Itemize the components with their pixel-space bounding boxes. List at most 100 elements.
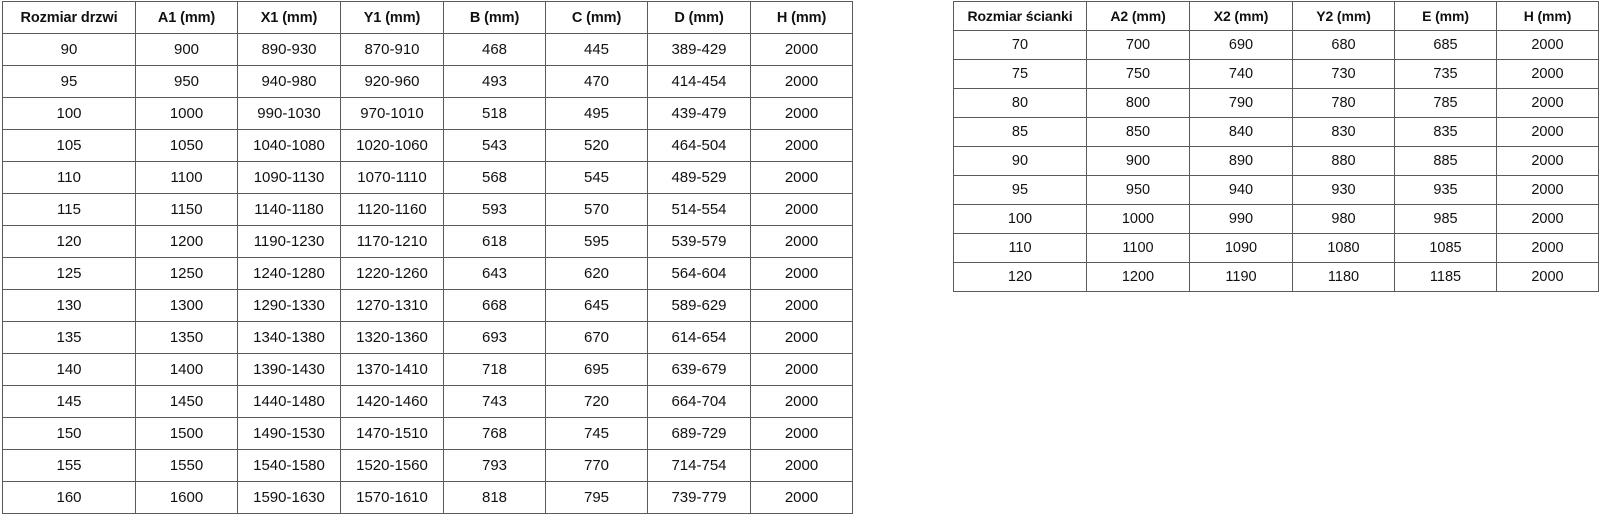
table-cell: 1250	[135, 257, 238, 290]
table-row: 150 1500 1490-1530 1470-1510 768 745 689-729 20…	[2, 417, 853, 450]
column-header-d6: D (mm)	[647, 1, 751, 34]
table-cell: 1150	[135, 193, 238, 226]
table-cell: 514-554	[647, 193, 751, 226]
table-cell: 1470-1510	[340, 417, 444, 450]
table-cell: 1200	[1086, 262, 1190, 292]
table-cell: 2000	[750, 385, 853, 418]
table-row: 120 1200 1190 1180 1185 2000	[953, 262, 1599, 292]
table-cell: 720	[545, 385, 648, 418]
table-cell: 2000	[1496, 117, 1599, 147]
table-row: 110 1100 1090-1130 1070-1110 568 545 489-529 20…	[2, 161, 853, 194]
table-header-row: Rozmiar ścianki A2 (mm) X2 (mm) Y2 (mm) E (m…	[953, 1, 1599, 31]
table-cell: 489-529	[647, 161, 751, 194]
doors-dimensions-table: Rozmiar drzwi A1 (mm) X1 (mm) Y1 (mm) B (mm)…	[2, 1, 853, 514]
table-cell: 539-579	[647, 225, 751, 258]
table-cell: 389-429	[647, 33, 751, 66]
table-cell: 564-604	[647, 257, 751, 290]
row-size-cell: 70	[953, 30, 1087, 60]
table-cell: 795	[545, 481, 648, 514]
row-size-cell: 95	[2, 65, 136, 98]
table-cell: 1370-1410	[340, 353, 444, 386]
table-cell: 990	[1189, 204, 1293, 234]
table-cell: 2000	[1496, 59, 1599, 89]
table-cell: 689-729	[647, 417, 751, 450]
table-cell: 645	[545, 289, 648, 322]
row-size-cell: 100	[2, 97, 136, 130]
table-cell: 940-980	[237, 65, 341, 98]
table-cell: 2000	[750, 193, 853, 226]
table-row: 75 750 740 730 735 2000	[953, 59, 1599, 89]
table-cell: 1390-1430	[237, 353, 341, 386]
table-row: 130 1300 1290-1330 1270-1310 668 645 589-629 20…	[2, 289, 853, 322]
table-cell: 2000	[750, 33, 853, 66]
row-size-cell: 150	[2, 417, 136, 450]
table-cell: 2000	[750, 97, 853, 130]
table-row: 110 1100 1090 1080 1085 2000	[953, 233, 1599, 263]
table-cell: 1240-1280	[237, 257, 341, 290]
table-cell: 664-704	[647, 385, 751, 418]
table-cell: 770	[545, 449, 648, 482]
table-cell: 2000	[750, 65, 853, 98]
table-cell: 890-930	[237, 33, 341, 66]
table-cell: 1200	[135, 225, 238, 258]
column-header-d0: Rozmiar drzwi	[2, 1, 136, 34]
table-cell: 1350	[135, 321, 238, 354]
row-size-cell: 100	[953, 204, 1087, 234]
table-cell: 970-1010	[340, 97, 444, 130]
row-size-cell: 145	[2, 385, 136, 418]
table-cell: 2000	[750, 257, 853, 290]
row-size-cell: 115	[2, 193, 136, 226]
table-cell: 1140-1180	[237, 193, 341, 226]
table-cell: 1040-1080	[237, 129, 341, 162]
table-cell: 1440-1480	[237, 385, 341, 418]
table-cell: 668	[443, 289, 546, 322]
table-cell: 1120-1160	[340, 193, 444, 226]
table-cell: 685	[1394, 30, 1497, 60]
table-cell: 2000	[1496, 233, 1599, 263]
table-cell: 1190	[1189, 262, 1293, 292]
table-row: 145 1450 1440-1480 1420-1460 743 720 664-704 20…	[2, 385, 853, 418]
table-cell: 570	[545, 193, 648, 226]
table-cell: 950	[1086, 175, 1190, 205]
table-cell: 1090-1130	[237, 161, 341, 194]
row-size-cell: 105	[2, 129, 136, 162]
table-cell: 468	[443, 33, 546, 66]
table-cell: 614-654	[647, 321, 751, 354]
table-cell: 750	[1086, 59, 1190, 89]
table-cell: 589-629	[647, 289, 751, 322]
table-cell: 700	[1086, 30, 1190, 60]
table-row: 120 1200 1190-1230 1170-1210 618 595 539-579 20…	[2, 225, 853, 258]
table-cell: 740	[1189, 59, 1293, 89]
row-size-cell: 90	[2, 33, 136, 66]
table-cell: 1000	[1086, 204, 1190, 234]
column-header-w1: A2 (mm)	[1086, 1, 1190, 31]
table-cell: 1340-1380	[237, 321, 341, 354]
table-cell: 900	[1086, 146, 1190, 176]
table-cell: 1050	[135, 129, 238, 162]
table-header-row: Rozmiar drzwi A1 (mm) X1 (mm) Y1 (mm) B (mm)…	[2, 1, 853, 34]
table-cell: 2000	[750, 481, 853, 514]
table-cell: 880	[1292, 146, 1395, 176]
table-cell: 1300	[135, 289, 238, 322]
row-size-cell: 80	[953, 88, 1087, 118]
table-cell: 595	[545, 225, 648, 258]
table-row: 100 1000 990 980 985 2000	[953, 204, 1599, 234]
table-cell: 593	[443, 193, 546, 226]
table-cell: 835	[1394, 117, 1497, 147]
row-size-cell: 110	[2, 161, 136, 194]
table-cell: 470	[545, 65, 648, 98]
column-header-d5: C (mm)	[545, 1, 648, 34]
column-header-w3: Y2 (mm)	[1292, 1, 1395, 31]
table-cell: 780	[1292, 88, 1395, 118]
table-cell: 850	[1086, 117, 1190, 147]
row-size-cell: 130	[2, 289, 136, 322]
table-cell: 730	[1292, 59, 1395, 89]
table-cell: 840	[1189, 117, 1293, 147]
table-row: 100 1000 990-1030 970-1010 518 495 439-479 2000	[2, 97, 853, 130]
table-cell: 643	[443, 257, 546, 290]
walls-table-body: 70 700 690 680 685 2000 75 750 740 730 735 2000 80 80…	[953, 30, 1599, 292]
table-cell: 793	[443, 449, 546, 482]
table-cell: 693	[443, 321, 546, 354]
table-cell: 735	[1394, 59, 1497, 89]
